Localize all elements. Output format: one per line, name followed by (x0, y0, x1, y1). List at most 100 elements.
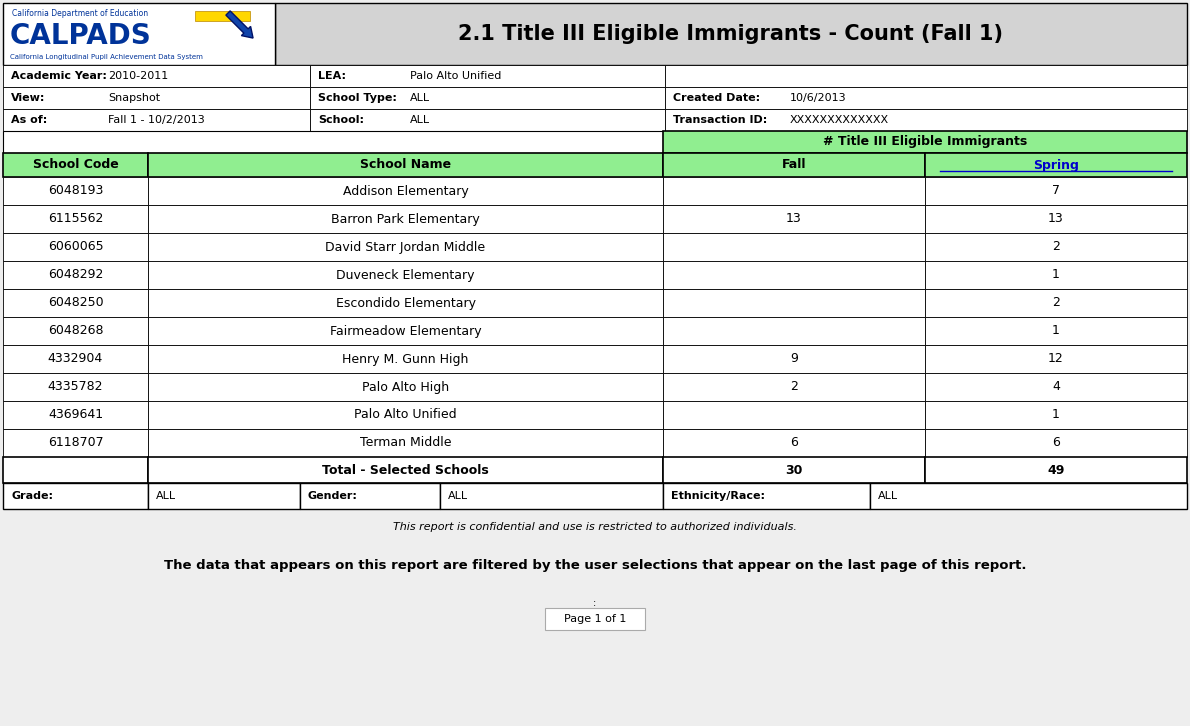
Bar (4, 205, 148, 233)
Bar (925, 261, 1186, 289)
Text: 49: 49 (1047, 463, 1065, 476)
Text: 6115562: 6115562 (48, 213, 104, 226)
Text: ALL: ALL (156, 491, 176, 501)
Bar (925, 373, 1186, 401)
Text: Barron Park Elementary: Barron Park Elementary (331, 213, 480, 226)
Bar (148, 429, 663, 457)
Bar (148, 205, 663, 233)
Text: 1: 1 (1052, 409, 1060, 422)
Text: Academic Year:: Academic Year: (11, 71, 107, 81)
Text: Fall: Fall (782, 158, 807, 171)
Text: Ethnicity/Race:: Ethnicity/Race: (671, 491, 765, 501)
Text: 13: 13 (1048, 213, 1064, 226)
Bar (311, 87, 665, 109)
Text: 2.1 Title III Eligible Immigrants - Count (Fall 1): 2.1 Title III Eligible Immigrants - Coun… (457, 24, 1002, 44)
Bar (440, 483, 663, 509)
Bar (663, 401, 925, 429)
Bar (4, 177, 148, 205)
Bar (148, 345, 663, 373)
Text: 6048268: 6048268 (48, 325, 104, 338)
Bar (925, 177, 1186, 205)
Text: 4335782: 4335782 (48, 380, 104, 393)
Text: Duveneck Elementary: Duveneck Elementary (337, 269, 475, 282)
Text: School Code: School Code (32, 158, 118, 171)
Bar (663, 261, 925, 289)
Text: 6118707: 6118707 (48, 436, 104, 449)
Text: ALL: ALL (878, 491, 898, 501)
Bar (663, 205, 925, 233)
Text: 6048250: 6048250 (48, 296, 104, 309)
Bar (4, 373, 148, 401)
Text: 10/6/2013: 10/6/2013 (790, 93, 846, 103)
Bar (4, 233, 148, 261)
Text: Palo Alto Unified: Palo Alto Unified (411, 71, 501, 81)
Text: View:: View: (11, 93, 45, 103)
Bar (925, 233, 1186, 261)
Text: Spring: Spring (1033, 158, 1079, 171)
Bar (148, 153, 663, 177)
Bar (925, 401, 1186, 429)
Bar (925, 457, 1186, 483)
Bar (663, 153, 925, 177)
Bar (148, 483, 300, 509)
Text: Escondido Elementary: Escondido Elementary (336, 296, 476, 309)
Bar (4, 131, 663, 153)
Bar (195, 11, 250, 21)
Text: 30: 30 (785, 463, 803, 476)
Text: School:: School: (318, 115, 364, 125)
Bar (4, 153, 148, 177)
Bar (665, 87, 1186, 109)
Bar (148, 457, 663, 483)
Bar (663, 131, 1186, 153)
Text: 6060065: 6060065 (48, 240, 104, 253)
Text: 4: 4 (1052, 380, 1060, 393)
Bar (925, 429, 1186, 457)
Text: Henry M. Gunn High: Henry M. Gunn High (343, 353, 469, 365)
Text: Palo Alto Unified: Palo Alto Unified (355, 409, 457, 422)
Text: 1: 1 (1052, 325, 1060, 338)
Bar (663, 177, 925, 205)
Bar (663, 317, 925, 345)
Text: Fairmeadow Elementary: Fairmeadow Elementary (330, 325, 481, 338)
Bar (663, 483, 870, 509)
Text: As of:: As of: (11, 115, 48, 125)
Bar (4, 401, 148, 429)
Bar (663, 457, 925, 483)
Text: Fall 1 - 10/2/2013: Fall 1 - 10/2/2013 (108, 115, 205, 125)
Bar (663, 373, 925, 401)
Text: The data that appears on this report are filtered by the user selections that ap: The data that appears on this report are… (164, 558, 1026, 571)
Bar (4, 457, 148, 483)
Bar (925, 205, 1186, 233)
Bar (545, 608, 645, 630)
Text: 13: 13 (787, 213, 802, 226)
Text: # Title III Eligible Immigrants: # Title III Eligible Immigrants (822, 136, 1027, 149)
Bar (275, 3, 1186, 65)
Text: California Department of Education: California Department of Education (12, 9, 148, 17)
Text: School Name: School Name (359, 158, 451, 171)
Text: Gender:: Gender: (308, 491, 358, 501)
Text: 7: 7 (1052, 184, 1060, 197)
Bar (4, 3, 275, 65)
Bar (148, 261, 663, 289)
Bar (925, 289, 1186, 317)
Text: Created Date:: Created Date: (674, 93, 760, 103)
Text: 6: 6 (790, 436, 798, 449)
Text: 4332904: 4332904 (48, 353, 104, 365)
Bar (665, 109, 1186, 131)
Bar (4, 109, 311, 131)
Text: 4369641: 4369641 (48, 409, 104, 422)
Text: Snapshot: Snapshot (108, 93, 161, 103)
Bar (148, 373, 663, 401)
Text: 2: 2 (790, 380, 798, 393)
Text: David Starr Jordan Middle: David Starr Jordan Middle (325, 240, 486, 253)
Text: School Type:: School Type: (318, 93, 397, 103)
Text: 2010-2011: 2010-2011 (108, 71, 168, 81)
Text: 6: 6 (1052, 436, 1060, 449)
Text: California Longitudinal Pupil Achievement Data System: California Longitudinal Pupil Achievemen… (10, 54, 202, 60)
Bar (925, 153, 1186, 177)
Text: XXXXXXXXXXXXX: XXXXXXXXXXXXX (790, 115, 889, 125)
Bar (4, 345, 148, 373)
Bar (148, 289, 663, 317)
Bar (148, 317, 663, 345)
Text: 6048292: 6048292 (48, 269, 104, 282)
